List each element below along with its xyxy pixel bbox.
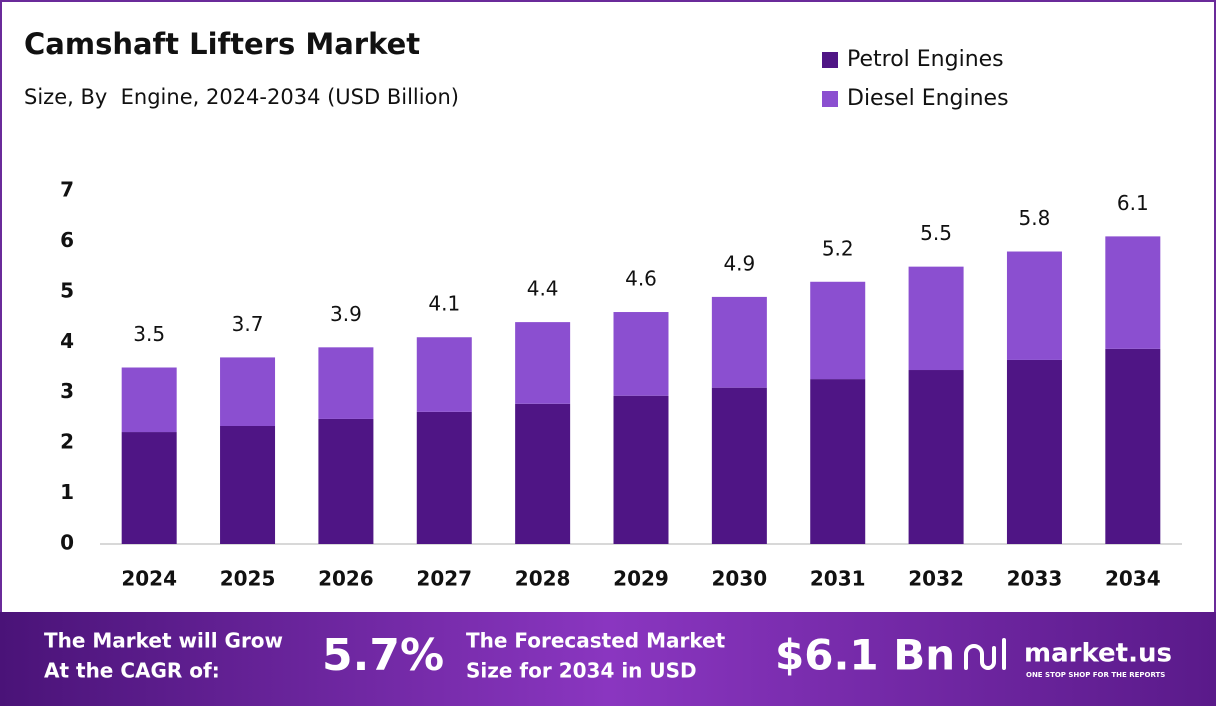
y-tick-label: 4 [60, 329, 74, 353]
chart-title: Camshaft Lifters Market [24, 27, 420, 61]
bar-segment [1105, 348, 1161, 544]
y-tick-label: 7 [60, 178, 74, 202]
chart-subtitle: Size, By Engine, 2024-2034 (USD Billion) [24, 85, 459, 109]
x-tick-label: 2034 [1105, 567, 1161, 591]
x-tick-label: 2028 [515, 567, 571, 591]
bar-segment [1006, 359, 1062, 544]
x-tick-label: 2026 [318, 567, 374, 591]
bar-segment [220, 425, 276, 544]
total-label: 3.5 [133, 322, 165, 346]
bar-segment [220, 357, 276, 426]
total-label: 4.6 [625, 267, 657, 291]
brand-name: market.us [1024, 639, 1172, 669]
legend-label: Diesel Engines [847, 86, 1009, 111]
bar-segment [318, 347, 374, 419]
y-tick-label: 5 [60, 278, 74, 302]
plot: 0 1 2 3 4 5 6 7 3.5 2024 3.7 2025 3.9 2026 4.1 2027 4.4 2… [60, 47, 1182, 591]
bar-segment [416, 411, 472, 544]
y-tick-label: 1 [60, 480, 74, 504]
bar-segment [908, 266, 964, 371]
footer-text: The Market will Grow [44, 629, 283, 653]
bar-segment [908, 370, 964, 544]
total-label: 5.8 [1019, 206, 1051, 230]
x-tick-label: 2027 [416, 567, 472, 591]
total-label: 4.4 [527, 277, 559, 301]
x-tick-label: 2031 [810, 567, 866, 591]
y-tick-label: 6 [60, 228, 74, 252]
total-label: 4.9 [723, 251, 755, 275]
bar-segment [810, 281, 866, 380]
bar-segment [1105, 236, 1161, 349]
total-label: 6.1 [1117, 191, 1149, 215]
x-tick-label: 2033 [1007, 567, 1063, 591]
x-tick-label: 2032 [908, 567, 964, 591]
bar-segment [810, 379, 866, 544]
brand-logo [964, 638, 1006, 670]
x-tick-label: 2024 [121, 567, 177, 591]
total-label: 4.1 [428, 292, 460, 316]
x-tick-label: 2029 [613, 567, 669, 591]
y-tick-label: 2 [60, 430, 74, 454]
total-label: 3.9 [330, 302, 362, 326]
bar-segment [1006, 251, 1062, 360]
total-label: 5.2 [822, 236, 854, 260]
bar-segment [711, 387, 767, 544]
footer-band [0, 612, 1216, 706]
y-tick-label: 3 [60, 379, 74, 403]
x-tick-label: 2030 [712, 567, 768, 591]
legend-swatch [822, 52, 838, 68]
bar-segment [515, 322, 571, 404]
footer-text: At the CAGR of: [44, 659, 220, 683]
forecast-value: $6.1 Bn [775, 631, 955, 680]
legend-label: Petrol Engines [847, 47, 1004, 72]
footer-text: Size for 2034 in USD [466, 659, 697, 683]
bar-segment [613, 312, 669, 396]
legend-swatch [822, 91, 838, 107]
bar-segment [515, 403, 571, 544]
y-tick-label: 0 [60, 531, 74, 555]
footer-text: The Forecasted Market [466, 629, 726, 653]
x-tick-label: 2025 [220, 567, 276, 591]
total-label: 5.5 [920, 221, 952, 245]
brand-tagline: ONE STOP SHOP FOR THE REPORTS [1026, 671, 1165, 679]
bar-segment [121, 432, 177, 544]
bar-segment [318, 418, 374, 544]
bar-segment [711, 296, 767, 388]
total-label: 3.7 [232, 312, 264, 336]
bar-segment [613, 395, 669, 544]
bar-segment [121, 367, 177, 433]
cagr-value: 5.7% [322, 630, 444, 681]
bar-segment [416, 337, 472, 412]
